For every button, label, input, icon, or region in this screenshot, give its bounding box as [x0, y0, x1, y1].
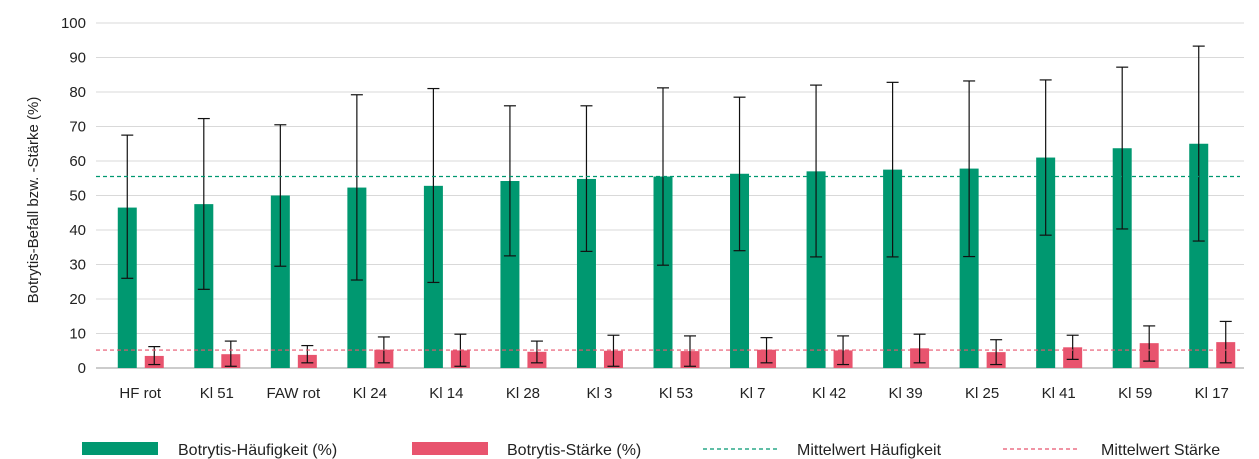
x-tick-label: FAW rot: [267, 385, 321, 402]
error-bar: [224, 340, 237, 367]
error-bar: [503, 105, 516, 257]
bar: [653, 176, 673, 368]
y-tick-label: 0: [78, 360, 86, 377]
error-bar: [427, 87, 440, 284]
y-tick-label: 50: [69, 188, 86, 205]
error-bar: [837, 335, 850, 366]
legend-item: Botrytis-Stärke (%): [412, 442, 641, 459]
legend-swatch: [82, 442, 158, 455]
y-tick-label: 80: [69, 84, 86, 101]
error-bar: [197, 117, 210, 290]
bar: [1112, 148, 1132, 368]
bar: [730, 173, 750, 368]
error-bar: [1066, 334, 1079, 360]
legend-item: Mittelwert Häufigkeit: [703, 442, 942, 459]
bar: [576, 178, 596, 368]
error-bar: [760, 337, 773, 364]
legend-label: Mittelwert Stärke: [1101, 442, 1220, 459]
legend-label: Botrytis-Stärke (%): [507, 442, 641, 459]
bar: [883, 169, 903, 368]
x-tick-label: Kl 24: [353, 385, 387, 402]
error-bar: [607, 334, 620, 367]
y-tick-label: 30: [69, 257, 86, 274]
error-bar: [1143, 325, 1156, 362]
error-bar: [913, 333, 926, 364]
bar: [500, 181, 520, 368]
error-bar: [684, 335, 696, 367]
x-tick-label: HF rot: [119, 385, 162, 402]
y-axis-title: Botrytis-Befall bzw. -Stärke (%): [25, 97, 42, 304]
y-tick-label: 100: [61, 15, 86, 32]
x-tick-label: Kl 3: [587, 385, 613, 402]
error-bar: [733, 96, 746, 252]
error-bar: [963, 80, 976, 258]
x-tick-label: Kl 41: [1042, 385, 1076, 402]
error-bar: [1219, 320, 1232, 364]
y-tick-label: 70: [69, 119, 86, 136]
error-bar: [886, 81, 899, 258]
bars: [117, 143, 1236, 368]
x-tick-label: Kl 25: [965, 385, 999, 402]
x-tick-label: Kl 14: [429, 385, 463, 402]
x-tick-label: Kl 17: [1195, 385, 1229, 402]
error-bar: [350, 94, 363, 281]
x-tick-label: Kl 42: [812, 385, 846, 402]
legend-item: Botrytis-Häufigkeit (%): [82, 442, 337, 459]
y-tick-labels: 0 10 20 30 40 50 60 70 80 90 100: [61, 15, 86, 377]
error-bar: [274, 124, 287, 267]
y-tick-label: 60: [69, 153, 86, 170]
error-bar: [121, 134, 134, 279]
bar: [1189, 143, 1209, 368]
error-bars: [121, 45, 1232, 367]
legend-label: Botrytis-Häufigkeit (%): [178, 442, 337, 459]
x-tick-label: Kl 39: [888, 385, 922, 402]
error-bar: [1039, 79, 1052, 236]
y-tick-label: 10: [69, 326, 86, 343]
error-bar: [301, 344, 314, 364]
bar: [806, 171, 826, 368]
error-bar: [580, 105, 593, 252]
x-tick-label: Kl 53: [659, 385, 693, 402]
x-tick-label: Kl 59: [1118, 385, 1152, 402]
x-tick-labels: HF rot Kl 51 FAW rot Kl 24 Kl 14 Kl 28 Kl 3 Kl …: [119, 385, 1228, 402]
x-tick-label: Kl 51: [200, 385, 234, 402]
legend: Botrytis-Häufigkeit (%) Botrytis-Stärke (…: [82, 442, 1220, 459]
bar: [1036, 157, 1056, 368]
bar: [270, 195, 290, 368]
error-bar: [1192, 45, 1205, 242]
legend-item: Mittelwert Stärke: [1003, 442, 1220, 459]
error-bar: [990, 339, 1003, 366]
error-bar: [1116, 66, 1129, 230]
y-tick-label: 90: [69, 50, 86, 67]
error-bar: [530, 340, 543, 364]
legend-swatch: [412, 442, 488, 455]
legend-label: Mittelwert Häufigkeit: [797, 442, 942, 459]
x-tick-label: Kl 7: [740, 385, 766, 402]
bar: [959, 168, 979, 368]
y-tick-label: 20: [69, 291, 86, 308]
reference-lines: [96, 175, 1240, 351]
error-bar: [810, 84, 823, 258]
x-tick-label: Kl 28: [506, 385, 540, 402]
y-tick-label: 40: [69, 222, 86, 239]
bar: [117, 207, 137, 368]
